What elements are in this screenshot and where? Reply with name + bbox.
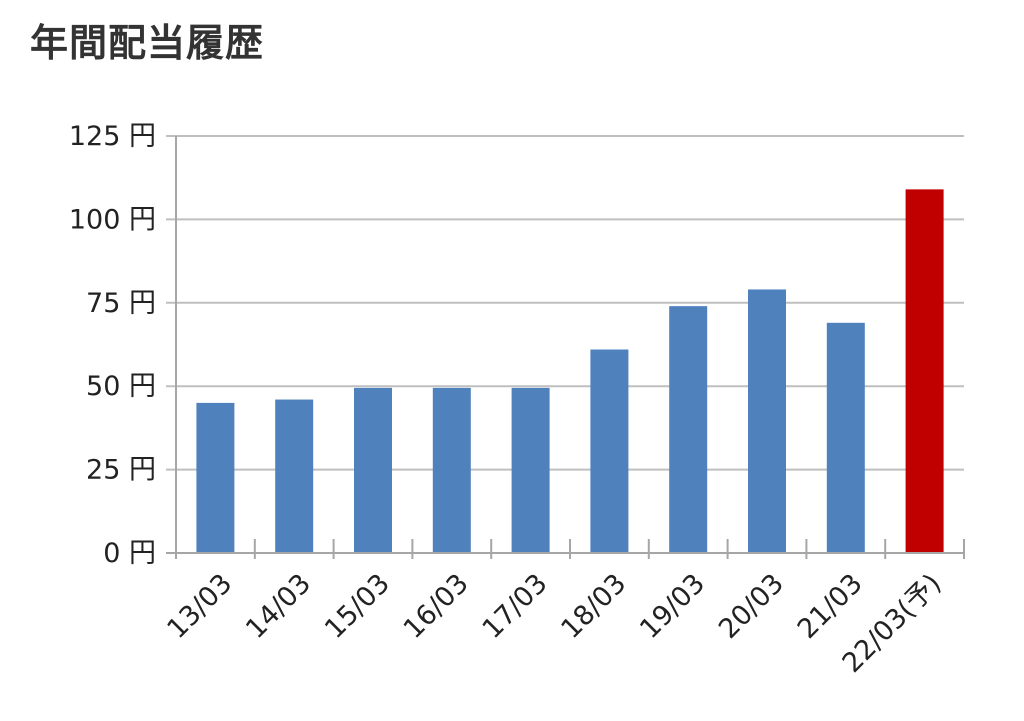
y-tick-label: 0 円 (103, 538, 156, 569)
y-tick-label: 100 円 (69, 204, 156, 235)
bar (196, 402, 235, 553)
x-tick-label: 19/03 (634, 568, 711, 645)
axes (166, 136, 965, 559)
x-tick-label: 16/03 (398, 568, 475, 645)
x-tick-label: 18/03 (555, 568, 632, 645)
y-tick-label: 50 円 (86, 371, 156, 402)
bar (432, 387, 471, 553)
x-tick-label: 20/03 (713, 568, 790, 645)
x-tick-label: 13/03 (161, 568, 238, 645)
bar (748, 289, 786, 553)
bar (669, 306, 708, 553)
bar (511, 387, 550, 553)
x-tick-label: 17/03 (477, 568, 554, 645)
x-tick-label: 14/03 (240, 568, 317, 645)
tick-labels: 0 円 25 円 50 円 75 円 100 円 125 円 13/03 14/03 15/03… (69, 121, 948, 679)
x-tick-label: 15/03 (319, 568, 396, 645)
bar (590, 349, 629, 553)
bar (354, 387, 392, 553)
bars (196, 189, 944, 553)
y-tick-label: 125 円 (69, 121, 156, 152)
x-tick-label: 21/03 (792, 568, 869, 645)
chart-title: 年間配当履歴 (30, 21, 265, 65)
bar (905, 189, 944, 553)
y-tick-label: 25 円 (86, 455, 156, 486)
bar (275, 399, 314, 553)
y-tick-label: 75 円 (86, 288, 156, 319)
bar (826, 322, 865, 553)
